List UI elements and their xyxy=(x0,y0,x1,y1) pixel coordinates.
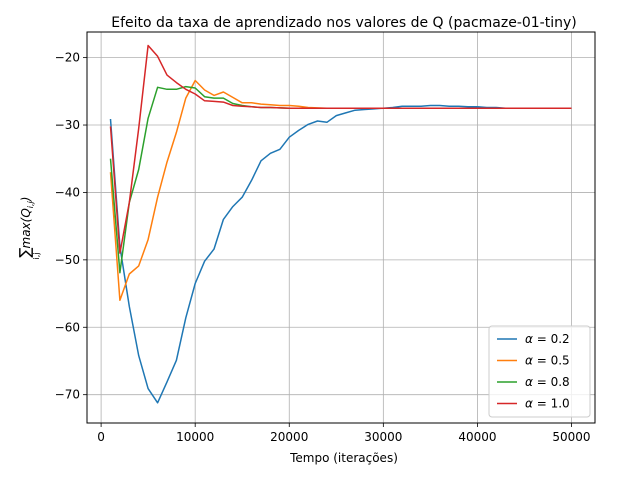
y-tick-label: −50 xyxy=(55,253,80,267)
legend-label: α = 1.0 xyxy=(525,397,570,411)
chart-title: Efeito da taxa de aprendizado nos valore… xyxy=(111,15,577,31)
x-tick-label: 40000 xyxy=(458,430,496,444)
x-tick-label: 20000 xyxy=(270,430,308,444)
x-axis-label: Tempo (iterações) xyxy=(289,451,398,465)
y-label-sum-sub: i,j xyxy=(32,252,41,259)
y-label-close: ) xyxy=(19,197,33,203)
legend: α = 0.2 α = 0.5 α = 0.8 α = 1.0 xyxy=(488,325,591,418)
y-tick-label: −20 xyxy=(55,51,80,65)
legend-label: α = 0.8 xyxy=(525,375,570,389)
y-label-func-sub: i,j xyxy=(26,200,35,208)
y-axis: −70 −60 −50 −40 −30 −20 xyxy=(55,51,87,402)
x-tick-label: 10000 xyxy=(176,430,214,444)
grid xyxy=(87,32,595,423)
y-axis-label: ∑i,jmax(Qi,j) xyxy=(16,197,41,260)
x-tick-label: 50000 xyxy=(552,430,590,444)
svg-text:∑i,jmax(Qi,j): ∑i,jmax(Qi,j) xyxy=(16,197,41,260)
series-layer xyxy=(109,44,572,404)
x-tick-label: 30000 xyxy=(364,430,402,444)
y-label-func: max(Q xyxy=(19,208,33,248)
y-tick-label: −30 xyxy=(55,118,80,132)
legend-label: α = 0.5 xyxy=(525,354,570,368)
y-label-sum: ∑ xyxy=(16,247,34,257)
legend-label: α = 0.2 xyxy=(525,332,570,346)
y-tick-label: −60 xyxy=(55,320,80,334)
legend-box xyxy=(488,325,591,418)
x-tick-label: 0 xyxy=(97,430,105,444)
plot-frame xyxy=(86,31,596,424)
series-line-4 xyxy=(109,44,572,254)
y-tick-label: −70 xyxy=(55,388,80,402)
y-tick-label: −40 xyxy=(55,185,80,199)
x-axis: 0 10000 20000 30000 40000 50000 xyxy=(97,423,591,444)
